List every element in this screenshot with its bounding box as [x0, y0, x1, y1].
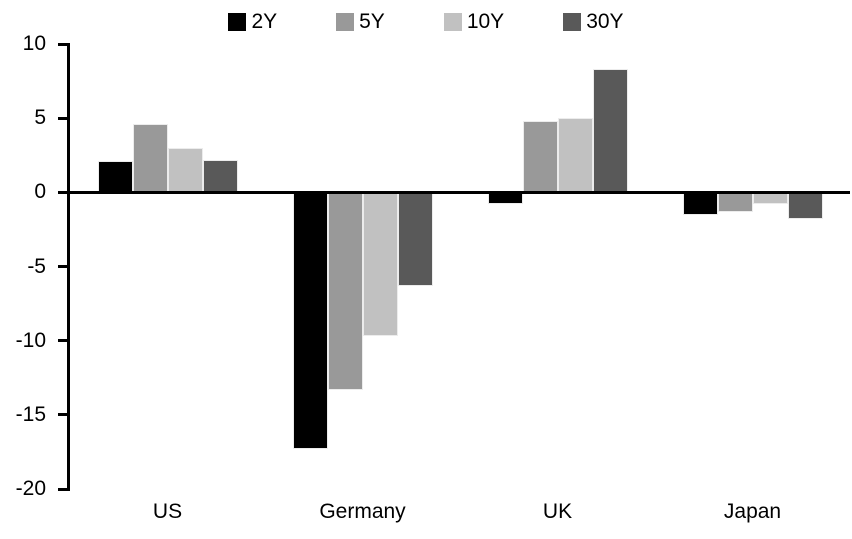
bar-us-30y — [202, 159, 238, 193]
plot-area: 10 5 0 -5 -10 -15 -20 — [16, 33, 850, 500]
x-axis-label-uk: UK — [542, 500, 573, 523]
y-axis-tick-label: 0 — [34, 180, 46, 204]
y-axis-tick-label: -15 — [15, 402, 46, 426]
y-axis-tick — [58, 413, 70, 417]
legend-item-30y: 30Y — [563, 10, 624, 33]
bar-germany-10y — [362, 192, 398, 337]
x-axis-label-japan: Japan — [723, 500, 782, 523]
legend-label: 2Y — [251, 10, 278, 33]
y-axis-tick — [58, 116, 70, 120]
y-axis-tick-label: -10 — [15, 328, 46, 352]
bar-uk-2y — [487, 192, 523, 205]
legend-swatch-icon — [443, 13, 462, 31]
bar-germany-30y — [397, 192, 433, 286]
chart-legend: 2Y 5Y 10Y 30Y — [0, 11, 852, 33]
x-axis-labels: US Germany UK Japan — [0, 499, 852, 529]
legend-label: 10Y — [466, 10, 505, 33]
bar-germany-5y — [327, 192, 363, 390]
bar-japan-5y — [717, 192, 753, 212]
bar-japan-10y — [752, 192, 788, 205]
y-axis-tick — [58, 487, 70, 491]
bar-us-10y — [167, 147, 203, 193]
y-axis-tick — [58, 42, 70, 46]
y-axis-tick — [58, 265, 70, 268]
bar-japan-2y — [682, 192, 718, 215]
y-axis-tick — [58, 339, 70, 343]
y-axis-tick-label: 5 — [34, 106, 46, 130]
legend-item-5y: 5Y — [336, 11, 385, 33]
bar-uk-30y — [592, 69, 628, 193]
bar-uk-10y — [557, 118, 593, 193]
bar-germany-2y — [292, 192, 328, 449]
legend-swatch-icon — [336, 13, 355, 31]
legend-swatch-icon — [228, 13, 247, 31]
legend-item-10y: 10Y — [443, 10, 505, 33]
legend-item-2y: 2Y — [228, 11, 277, 33]
x-axis-label-us: US — [152, 500, 183, 523]
x-axis-label-germany: Germany — [319, 500, 406, 523]
legend-label: 5Y — [359, 10, 385, 33]
legend-label: 30Y — [586, 10, 624, 33]
bar-us-2y — [97, 161, 133, 193]
bar-us-5y — [132, 124, 168, 193]
y-axis-tick-label: -5 — [27, 254, 46, 278]
y-axis-tick — [58, 190, 70, 194]
y-axis-tick-label: 10 — [22, 32, 46, 55]
y-axis-tick-label: -20 — [15, 477, 46, 500]
bar-japan-30y — [787, 192, 823, 220]
zero-axis-line — [67, 190, 850, 194]
bar-uk-5y — [522, 121, 558, 193]
legend-swatch-icon — [563, 13, 582, 31]
